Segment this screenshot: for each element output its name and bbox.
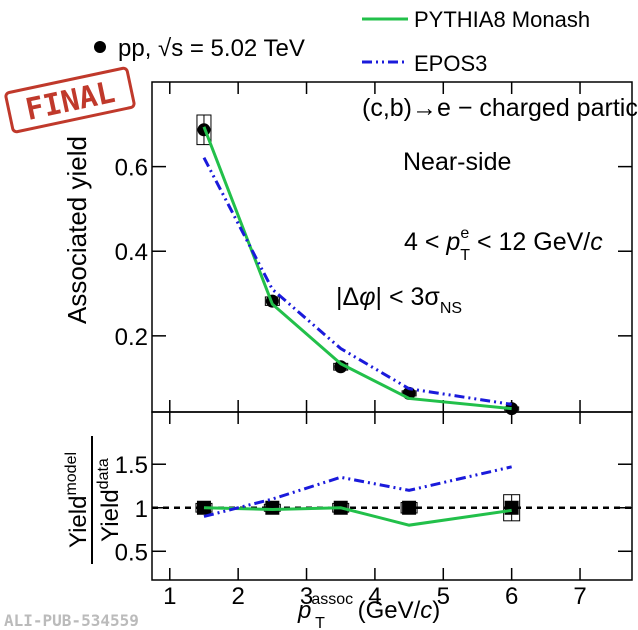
legend-marker	[94, 41, 106, 53]
annotation-part: p	[445, 228, 460, 256]
x-tick-label: 5	[437, 583, 450, 610]
y-axis-label: Yieldmodel Yielddata	[63, 436, 124, 564]
legend-label: EPOS3	[414, 51, 487, 76]
y-axis-label-part: Yielddata	[95, 458, 124, 542]
x-axis-label-part: assoc	[311, 591, 353, 608]
y-axis-label-part: Yield	[97, 489, 124, 541]
data-point	[504, 500, 519, 515]
annotation-part: φ	[359, 283, 375, 311]
annotation: Near-side	[403, 148, 511, 176]
y-tick-label: 0.4	[115, 239, 148, 266]
data-point	[265, 500, 280, 515]
x-tick-label: 6	[505, 583, 518, 610]
annotation-part: e	[460, 225, 469, 242]
stamp-frame	[4, 66, 136, 134]
annotation-part: | < 3σ	[376, 283, 441, 311]
y-tick-label: 1	[135, 496, 148, 523]
y-tick-label: 0.2	[115, 324, 148, 351]
legend-label: pp, √s = 5.02 TeV	[118, 35, 305, 62]
annotation: |Δφ| < 3σNS	[336, 283, 462, 317]
x-axis-label-part: c	[420, 597, 432, 624]
plot-frame	[151, 411, 633, 581]
annotation-part: |Δ	[336, 283, 359, 311]
annotation: (c,b)→e − charged particle	[362, 94, 638, 122]
x-tick-label: 4	[368, 583, 381, 610]
series-line	[203, 465, 512, 518]
x-axis-label-part: (GeV/	[351, 597, 421, 624]
x-tick-label: 3	[300, 583, 313, 610]
annotation-part: NS	[440, 300, 462, 317]
data-point	[402, 500, 417, 515]
y-axis-label-part: Yieldmodel	[63, 452, 92, 548]
y-axis-label-part: data	[95, 458, 112, 489]
x-axis-label-part: )	[432, 597, 440, 624]
annotation-part: < 12 GeV/	[470, 228, 590, 256]
series-line	[203, 506, 512, 527]
x-tick-label: 7	[573, 583, 586, 610]
x-axis-label-part: p	[297, 597, 311, 624]
y-axis-label-part: Yield	[65, 496, 92, 548]
series-line	[202, 157, 512, 406]
y-tick-label: 0.6	[115, 155, 148, 182]
annotation-part: 4 <	[404, 228, 446, 256]
y-tick-label: 1.5	[115, 452, 148, 479]
y-axis-label: Associated yield	[62, 136, 92, 324]
y-axis-label-part: model	[63, 452, 80, 496]
data-point	[334, 360, 348, 374]
stamp: FINAL	[4, 66, 136, 134]
annotation-part: T	[460, 247, 470, 264]
annotation: 4 < pe T < 12 GeV/c	[404, 225, 603, 264]
x-tick-label: 1	[163, 583, 176, 610]
annotation-part: c	[590, 228, 603, 256]
x-tick-label: 2	[231, 583, 244, 610]
legend-label: PYTHIA8 Monash	[414, 7, 590, 32]
legend-box	[352, 0, 638, 76]
footer: ALI-PUB-534559	[4, 611, 139, 630]
y-tick-label: 0.5	[115, 539, 148, 566]
x-axis-label-part: T	[315, 615, 325, 630]
x-axis-label: passoc T (GeV/c)	[297, 591, 440, 630]
